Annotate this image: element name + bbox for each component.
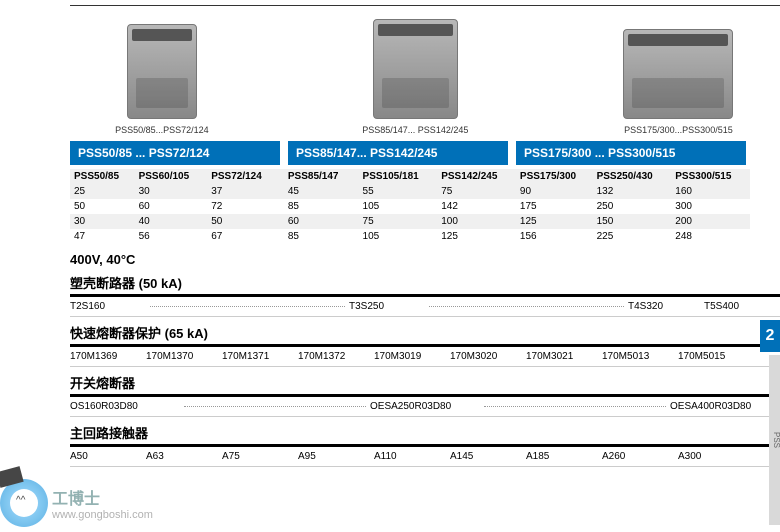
band-1: PSS50/85 ... PSS72/124 bbox=[70, 141, 280, 165]
col-head: PSS142/245 bbox=[437, 169, 516, 184]
col-head: PSS175/300 bbox=[516, 169, 593, 184]
table-row: 304050 6075100 125150200 bbox=[70, 214, 750, 229]
col-head: PSS50/85 bbox=[70, 169, 135, 184]
col-head: PSS72/124 bbox=[207, 169, 284, 184]
section-contactor-title: 主回路接触器 bbox=[70, 423, 780, 447]
device-image-2 bbox=[373, 19, 458, 119]
table-row: 475667 85105125 156225248 bbox=[70, 229, 750, 244]
contactor-row: A50 A63 A75 A95 A110 A145 A185 A260 A300 bbox=[70, 447, 780, 467]
watermark-url: www.gongboshi.com bbox=[52, 509, 153, 521]
product-3: PSS175/300...PSS300/515 bbox=[577, 14, 780, 135]
device-image-1 bbox=[127, 24, 197, 119]
fuse-fast-row: 170M1369 170M1370 170M1371 170M1372 170M… bbox=[70, 347, 780, 367]
band-3: PSS175/300 ... PSS300/515 bbox=[516, 141, 746, 165]
table-row: 506072 85105142 175250300 bbox=[70, 199, 750, 214]
watermark: 工博士 www.gongboshi.com bbox=[0, 479, 153, 527]
side-page-tab: 2 bbox=[760, 320, 780, 352]
product-3-caption: PSS175/300...PSS300/515 bbox=[624, 125, 733, 135]
col-head: PSS60/105 bbox=[135, 169, 208, 184]
device-image-3 bbox=[623, 29, 733, 119]
band-2: PSS85/147... PSS142/245 bbox=[288, 141, 508, 165]
blue-header-bands: PSS50/85 ... PSS72/124 PSS85/147... PSS1… bbox=[70, 141, 780, 165]
col-head: PSS105/181 bbox=[359, 169, 438, 184]
product-2: PSS85/147... PSS142/245 bbox=[314, 14, 517, 135]
product-images-row: PSS50/85...PSS72/124 PSS85/147... PSS142… bbox=[70, 14, 780, 135]
spec-table: PSS50/85 PSS60/105 PSS72/124 PSS85/147 P… bbox=[70, 169, 750, 244]
col-head: PSS85/147 bbox=[284, 169, 359, 184]
table-header-row: PSS50/85 PSS60/105 PSS72/124 PSS85/147 P… bbox=[70, 169, 750, 184]
table-row: 253037 455575 90132160 bbox=[70, 184, 750, 199]
section-fuse-switch-title: 开关熔断器 bbox=[70, 373, 780, 397]
watermark-logo-icon bbox=[0, 479, 48, 527]
col-head: PSS250/430 bbox=[593, 169, 672, 184]
top-rule bbox=[70, 5, 780, 6]
fuse-switch-row: OS160R03D80 OESA250R03D80 OESA400R03D80 bbox=[70, 397, 780, 417]
product-1-caption: PSS50/85...PSS72/124 bbox=[115, 125, 209, 135]
col-head: PSS300/515 bbox=[671, 169, 750, 184]
watermark-cn-text: 工博士 bbox=[52, 485, 153, 509]
section-fuse-fast-title: 快速熔断器保护 (65 kA) bbox=[70, 323, 780, 347]
product-1: PSS50/85...PSS72/124 bbox=[70, 14, 254, 135]
mccb-row: T2S160 T3S250 T4S320 T5S400 bbox=[70, 297, 780, 317]
side-strip: PSS bbox=[769, 355, 780, 525]
section-mccb-title: 塑壳断路器 (50 kA) bbox=[70, 273, 780, 297]
product-2-caption: PSS85/147... PSS142/245 bbox=[362, 125, 468, 135]
condition-label: 400V, 40°C bbox=[70, 252, 780, 267]
